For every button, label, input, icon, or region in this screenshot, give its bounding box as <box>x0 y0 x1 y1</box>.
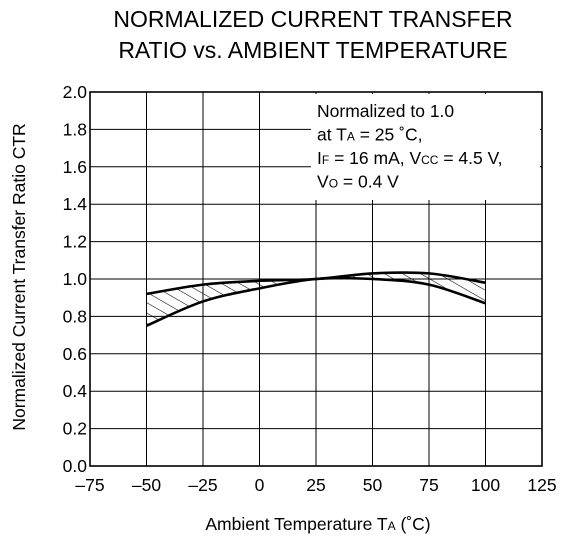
x-tick-label: –50 <box>132 475 161 495</box>
y-tick-labels: 0.0 0.2 0.4 0.6 0.8 1.0 1.2 1.4 1.6 1.8 2.0 <box>63 82 88 476</box>
y-axis-label: Normalized Current Transfer Ratio CTR <box>9 123 29 430</box>
x-tick-label: 25 <box>306 475 325 495</box>
x-tick-label: 75 <box>419 475 438 495</box>
x-tick-label: –75 <box>75 475 104 495</box>
x-tick-label: 0 <box>255 475 265 495</box>
y-tick-label: 1.4 <box>63 194 88 214</box>
annotation-line: Normalized to 1.0 <box>317 101 454 121</box>
y-tick-label: 1.6 <box>63 157 87 177</box>
y-tick-label: 1.0 <box>63 269 88 289</box>
annotation-line: at TA = 25 ˚C, <box>317 125 422 145</box>
y-tick-label: 0.4 <box>63 381 88 401</box>
y-tick-label: 2.0 <box>63 82 88 102</box>
y-tick-label: 0.0 <box>63 456 88 476</box>
y-tick-label: 1.8 <box>63 119 87 139</box>
x-tick-label: 100 <box>471 475 500 495</box>
chart-title: NORMALIZED CURRENT TRANSFER RATIO vs. AM… <box>60 4 566 66</box>
hatched-band <box>146 272 486 326</box>
plot-frame <box>89 91 543 467</box>
x-tick-label: –25 <box>188 475 217 495</box>
series-lines <box>145 271 486 327</box>
band-fill <box>146 272 486 326</box>
chart-title-line-2: RATIO vs. AMBIENT TEMPERATURE <box>118 37 508 63</box>
annotation-line: IF = 16 mA, VCC = 4.5 V, <box>317 148 503 168</box>
y-tick-label: 0.6 <box>63 344 87 364</box>
lower-limit-line <box>145 276 486 327</box>
annotation: Normalized to 1.0 at TA = 25 ˚C, IF = 16 m… <box>317 101 503 192</box>
y-tick-label: 1.2 <box>63 232 87 252</box>
y-tick-label: 0.2 <box>63 419 87 439</box>
x-tick-labels: –75 –50 –25 0 25 50 75 100 125 <box>75 475 556 495</box>
annotation-background <box>311 94 540 200</box>
x-axis-label: Ambient Temperature TA (˚C) <box>205 514 430 534</box>
x-tick-label: 125 <box>527 475 556 495</box>
chart-title-line-1: NORMALIZED CURRENT TRANSFER <box>113 6 513 32</box>
x-tick-label: 50 <box>363 475 383 495</box>
y-tick-label: 0.8 <box>63 306 87 326</box>
annotation-line: VO = 0.4 V <box>317 172 399 192</box>
